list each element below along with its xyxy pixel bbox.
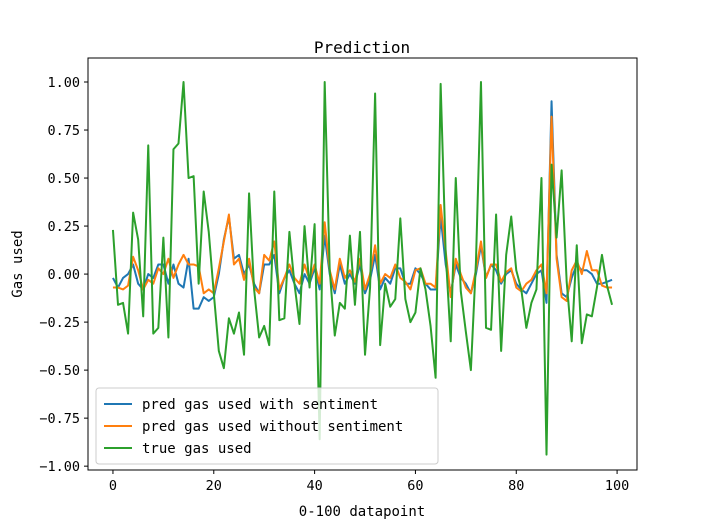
- y-tick-label: −0.25: [39, 315, 80, 331]
- x-tick-label: 80: [508, 478, 524, 494]
- y-axis-label: Gas used: [10, 230, 26, 297]
- legend-box: [95, 387, 439, 465]
- x-axis-label: 0-100 datapoint: [299, 504, 425, 520]
- legend-label: true gas used: [142, 441, 252, 457]
- x-tick-label: 40: [306, 478, 322, 494]
- legend-label: pred gas used with sentiment: [142, 397, 378, 413]
- y-tick-label: 1.00: [47, 75, 80, 91]
- axes-frame: [87, 57, 638, 471]
- chart-title: Prediction: [314, 38, 410, 57]
- y-tick-label: 0.25: [47, 219, 80, 235]
- x-tick-label: 60: [407, 478, 423, 494]
- y-tick-label: 0.50: [47, 171, 80, 187]
- x-tick-label: 100: [605, 478, 629, 494]
- y-tick-label: −0.50: [39, 363, 80, 379]
- y-tick-label: −1.00: [39, 459, 80, 475]
- x-tick-label: 20: [206, 478, 222, 494]
- legend-label: pred gas used without sentiment: [142, 419, 403, 435]
- series-line: [111, 81, 614, 456]
- y-tick-label: −0.75: [39, 411, 80, 427]
- legend: pred gas used with sentiment pred gas use…: [95, 387, 439, 465]
- y-tick-label: 0.75: [47, 123, 80, 139]
- x-tick-label: 0: [109, 478, 117, 494]
- y-tick-label: 0.00: [47, 267, 80, 283]
